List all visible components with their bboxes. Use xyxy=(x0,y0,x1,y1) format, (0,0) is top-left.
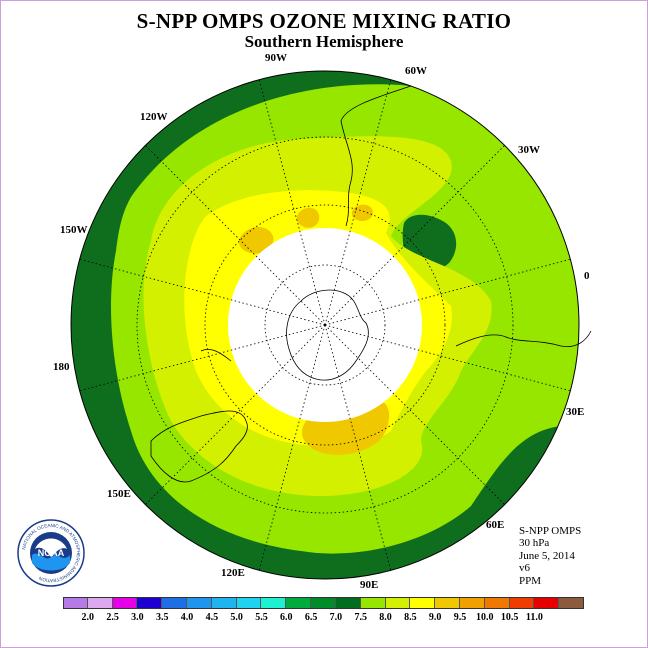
colorbar-tick-label: 3.5 xyxy=(155,612,169,623)
colorbar-tick-label: 10.5 xyxy=(500,612,519,623)
colorbar-swatch xyxy=(484,597,510,609)
colorbar-swatch xyxy=(459,597,485,609)
lon-label-30w: 30W xyxy=(518,144,540,156)
colorbar-swatch xyxy=(112,597,138,609)
australia-coast xyxy=(150,410,248,483)
colorbar-tick-label: 7.5 xyxy=(354,612,367,623)
lon-label-180: 180 xyxy=(53,361,70,373)
colorbar-tick-label: 4.0 xyxy=(180,612,194,623)
lon-label-30e: 30E xyxy=(566,406,585,418)
colorbar-swatch xyxy=(534,597,560,609)
antarctica-coast xyxy=(286,289,369,381)
colorbar-swatch xyxy=(137,597,163,609)
colorbar-swatch xyxy=(410,597,436,609)
colorbar-swatch xyxy=(162,597,188,609)
new-zealand-coast xyxy=(200,348,232,362)
colorbar-tick-label: 9.5 xyxy=(453,612,467,623)
graticule xyxy=(79,79,571,571)
colorbar-swatch xyxy=(435,597,460,609)
colorbar-swatch xyxy=(236,597,262,609)
coastlines xyxy=(150,85,592,483)
colorbar-swatch xyxy=(311,597,336,609)
latitude-circle xyxy=(264,264,386,386)
colorbar-swatch xyxy=(385,597,411,609)
colorbar-swatch xyxy=(286,597,312,609)
colorbar-tick-label: 8.5 xyxy=(404,612,417,623)
colorbar-tick-label: 3.0 xyxy=(131,612,144,623)
version-label: v6 xyxy=(519,562,530,575)
colorbar-swatch xyxy=(211,597,237,609)
colorbar-tick-label: 9.0 xyxy=(428,612,442,623)
colorbar-swatch xyxy=(509,597,535,609)
south-america-coast xyxy=(340,85,412,227)
colorbar-swatch xyxy=(335,597,361,609)
lon-label-60w: 60W xyxy=(405,65,427,77)
lon-label-150w: 150W xyxy=(60,224,88,236)
colorbar-tick-label: 4.5 xyxy=(205,612,219,623)
page-title: S-NPP OMPS OZONE MIXING RATIO xyxy=(136,9,512,33)
colorbar-tick-label: 5.0 xyxy=(230,612,243,623)
colorbar-tick-label: 8.0 xyxy=(379,612,392,623)
colorbar-swatch xyxy=(87,597,113,609)
contour-8.5-9.0-pacific xyxy=(296,207,320,228)
lon-label-150e: 150E xyxy=(107,488,131,500)
lon-label-0: 0 xyxy=(584,270,590,282)
colorbar-tick-label: 11.0 xyxy=(525,612,543,623)
colorbar-swatch xyxy=(261,597,287,609)
latitude-circle xyxy=(136,136,514,514)
map-info-block: S-NPP OMPS 30 hPa June 5, 2014 v6 PPM xyxy=(519,525,581,587)
colorbar-tick-label: 6.5 xyxy=(304,612,318,623)
lon-label-120w: 120W xyxy=(140,111,168,123)
noaa-logo: NATIONAL OCEANIC AND ATMOSPHERIC ADMINIS… xyxy=(17,519,85,592)
colorbar-swatch xyxy=(63,597,88,609)
colorbar-swatch xyxy=(360,597,386,609)
colorbar-swatch xyxy=(187,597,212,609)
colorbar-tick-label: 2.0 xyxy=(81,612,95,623)
noaa-logo-text: NOAA xyxy=(38,548,65,558)
colorbar-tick-label: 6.0 xyxy=(280,612,293,623)
colorbar-tick-label: 2.5 xyxy=(106,612,119,623)
colorbar-tick-label: 5.5 xyxy=(255,612,268,623)
instrument-label: S-NPP OMPS xyxy=(519,525,582,537)
contour-8.5-9.0-peninsula xyxy=(351,204,373,221)
colorbar-tick-label: 10.0 xyxy=(476,612,494,623)
latitude-circle xyxy=(204,204,446,446)
map-boundary xyxy=(70,70,580,580)
colorbar-tick-label: 7.0 xyxy=(329,612,343,623)
lon-label-60e: 60E xyxy=(486,519,505,531)
pressure-level-label: 30 hPa xyxy=(519,537,550,550)
lon-label-120e: 120E xyxy=(221,567,245,579)
lon-label-90e: 90E xyxy=(360,579,379,591)
africa-coast xyxy=(455,330,592,348)
page-subtitle: Southern Hemisphere xyxy=(244,32,404,51)
date-label: June 5, 2014 xyxy=(519,549,575,562)
units-label: PPM xyxy=(519,574,542,587)
lon-label-90w: 90W xyxy=(265,52,287,64)
